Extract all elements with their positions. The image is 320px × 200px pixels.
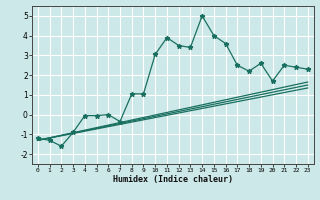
- X-axis label: Humidex (Indice chaleur): Humidex (Indice chaleur): [113, 175, 233, 184]
